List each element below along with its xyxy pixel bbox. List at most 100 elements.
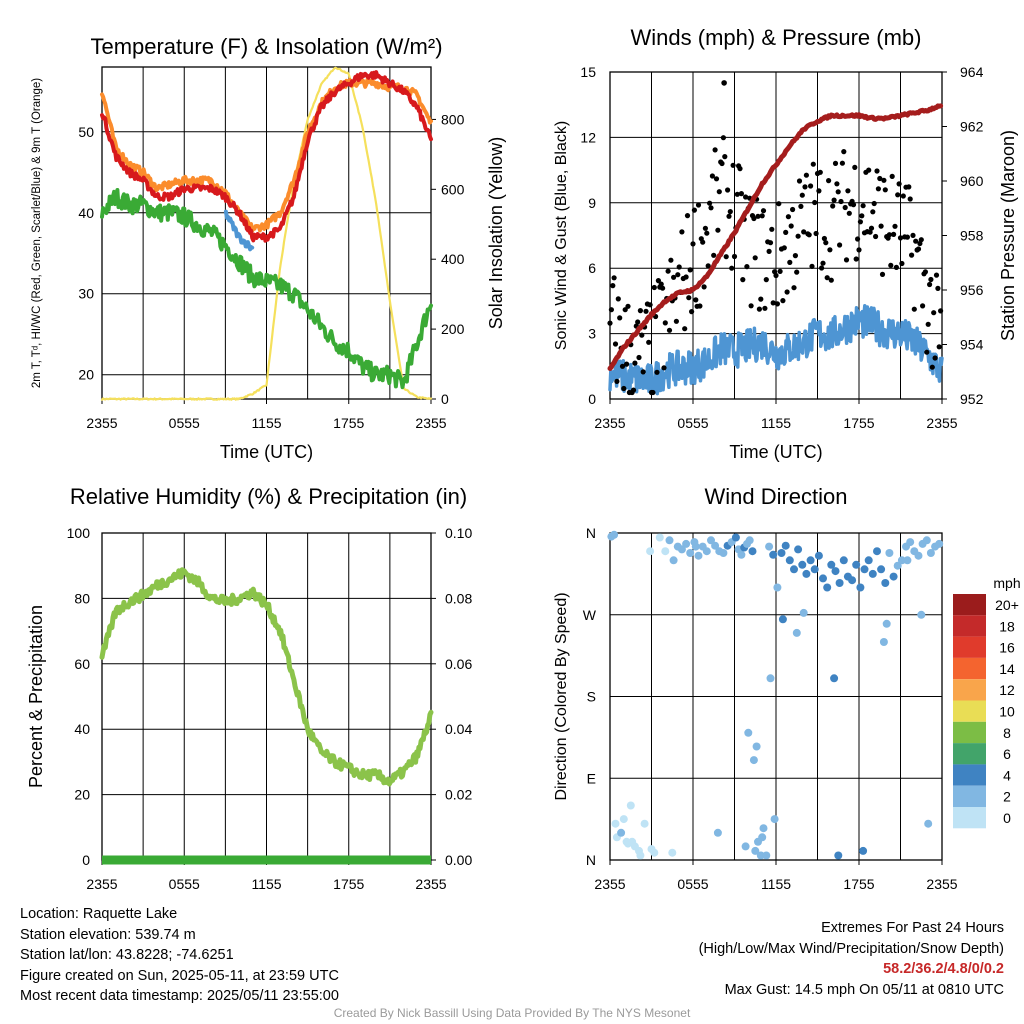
y-tick-label: E [587,770,596,786]
direction-point [823,583,832,592]
gust-point [719,160,725,167]
gust-point [675,272,681,278]
gust-point [607,320,613,326]
gust-point [708,205,714,211]
direction-point [903,556,912,565]
x-tick-label: 2355 [594,876,625,892]
extremes-title: Extremes For Past 24 Hours [821,920,1004,936]
y-tick-label: 60 [74,656,90,672]
gust-point [790,206,796,213]
gust-point [871,200,877,207]
gust-point [738,191,745,197]
gust-point [808,183,814,189]
direction-point [819,574,827,583]
direction-point [864,556,873,565]
gust-point [716,189,722,195]
gust-point [874,168,880,174]
gust-point [911,306,917,312]
gust-point [615,296,621,302]
y-right-tick-label: 0.02 [445,787,472,803]
chart-title-wind-direction: Wind Direction [704,484,847,509]
gust-point [878,223,884,229]
direction-point [752,742,761,751]
gust-point [635,319,641,325]
gust-point [774,301,781,307]
direction-point [665,536,674,545]
gust-point [842,204,848,211]
gust-point [839,160,846,166]
direction-point [628,837,637,846]
y-tick-label: 30 [78,286,94,302]
direction-point [802,569,811,578]
gust-point [806,232,812,238]
colorbar-label: 14 [999,661,1015,677]
gust-point [835,189,841,195]
gust-point [817,169,823,175]
gust-point [612,341,619,347]
gust-point [832,160,839,166]
direction-point [810,565,819,574]
created-text: Figure created on Sun, 2025-05-11, at 23… [20,967,339,984]
gust-point [715,227,721,233]
gust-point [766,248,772,254]
colorbar-swatch [953,594,986,616]
direction-point [897,556,906,565]
gust-point [821,235,828,242]
gust-point [682,326,688,332]
max-gust-point [721,80,727,86]
gust-point [683,274,689,280]
y-tick-label: 12 [580,129,596,145]
gust-point [625,303,631,309]
y-tick-label: 15 [580,64,596,80]
gust-point [924,349,930,355]
gust-point [843,257,850,263]
gust-point [893,264,900,270]
gust-point [796,178,803,184]
gust-point [621,385,627,392]
gust-point [759,213,765,219]
direction-point [737,550,746,559]
y-tick-label: N [586,525,596,541]
weather-figure: Temperature (F) & Insolation (W/m²) 2355 0… [26,25,1021,892]
gust-point [781,245,787,251]
x-tick-label: 1155 [251,415,281,431]
direction-point [879,638,888,646]
y-tick-label: S [587,689,596,705]
x-tick-label: 1755 [333,876,364,892]
x-tick-label: 1155 [251,876,281,892]
direction-point [799,608,808,617]
gust-point [828,277,834,283]
colorbar-swatch [953,700,986,722]
y-right-tick-label: 952 [960,391,984,407]
station-info: Location: Raquette Lake Station elevatio… [20,904,339,1007]
series-line-sonic-wind [608,303,944,396]
direction-point [781,541,790,550]
gust-point [734,191,740,197]
gust-point [933,272,940,278]
gust-point [792,253,799,259]
x-tick-label: 2355 [926,876,957,892]
gust-point [658,281,664,287]
colorbar-swatch [953,679,986,701]
gust-point [762,305,768,311]
gust-point [853,256,859,262]
direction-point [626,801,635,810]
gust-point [837,242,843,248]
location-text: Location: Raquette Lake [20,906,178,922]
gust-point [650,389,656,396]
gust-point [770,300,776,306]
gust-point [813,230,819,237]
y-tick-label: 0 [82,852,90,868]
gust-point [855,236,861,242]
direction-point [868,569,877,578]
x-tick-label: 2355 [594,415,625,431]
gust-point [655,278,662,284]
direction-point [769,550,778,559]
direction-point [839,556,848,565]
colorbar-label: 2 [1003,789,1011,805]
gust-point [679,229,685,235]
x-tick-label: 2355 [86,415,117,431]
extremes-subtitle: (High/Low/Max Wind/Precipitation/Snow De… [698,940,1004,957]
direction-point [914,551,923,560]
gust-point [760,208,767,214]
